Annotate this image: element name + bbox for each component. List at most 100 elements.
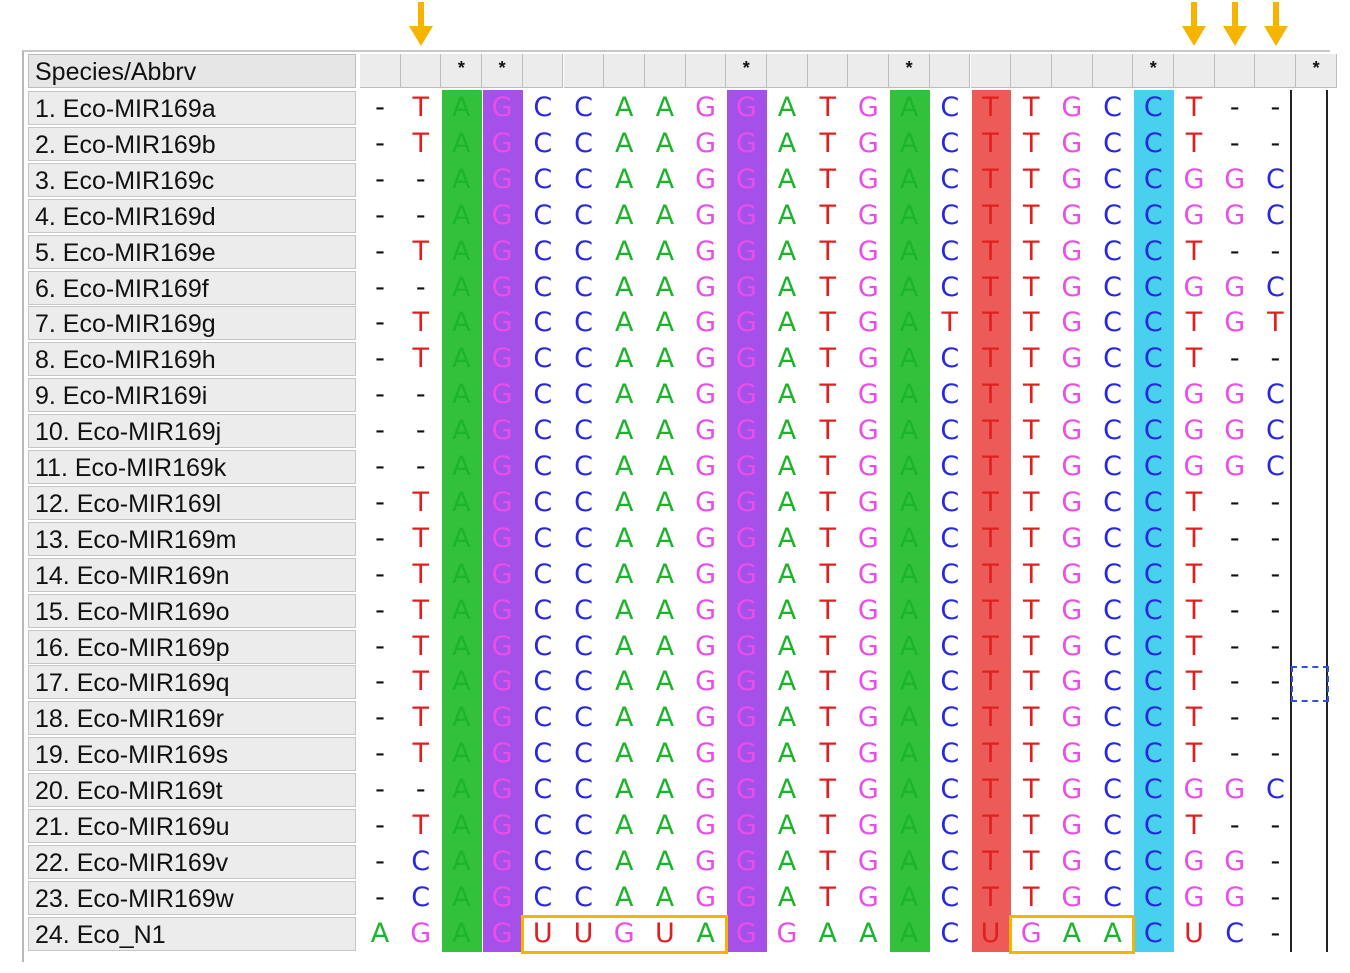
sequence-base[interactable]: T	[412, 666, 429, 698]
sequence-base[interactable]: C	[1143, 630, 1163, 662]
sequence-base[interactable]: T	[1022, 127, 1040, 159]
sequence-base[interactable]: A	[614, 810, 634, 841]
sequence-base[interactable]: G	[695, 271, 717, 303]
sequence-base[interactable]: -	[375, 127, 385, 159]
header-column-cell[interactable]	[767, 54, 808, 88]
sequence-base[interactable]: A	[655, 127, 675, 159]
sequence-base[interactable]: G	[491, 558, 513, 590]
sequence-base[interactable]: C	[574, 522, 593, 554]
sequence-base[interactable]: A	[899, 235, 919, 267]
sequence-base[interactable]: -	[1270, 666, 1281, 698]
sequence-base[interactable]: G	[857, 881, 879, 913]
sequence-base[interactable]: C	[574, 379, 593, 411]
sequence-base[interactable]: C	[940, 917, 960, 949]
sequence-base[interactable]: G	[857, 558, 879, 590]
sequence-base[interactable]: A	[899, 343, 919, 375]
sequence-base[interactable]: T	[1185, 702, 1203, 734]
sequence-base[interactable]: T	[1022, 630, 1040, 662]
sequence-base[interactable]: T	[819, 92, 836, 123]
sequence-base[interactable]: G	[695, 343, 717, 375]
sequence-base[interactable]: U	[655, 917, 675, 949]
sequence-base[interactable]: -	[1270, 594, 1281, 626]
sequence-base[interactable]: G	[1061, 702, 1083, 734]
sequence-base[interactable]: A	[818, 917, 837, 949]
sequence-base[interactable]: -	[1270, 127, 1281, 159]
sequence-base[interactable]: A	[614, 163, 634, 195]
sequence-base[interactable]: A	[777, 702, 797, 734]
sequence-base[interactable]: T	[1185, 343, 1203, 375]
sequence-base[interactable]: -	[1229, 630, 1240, 662]
sequence-base[interactable]: -	[1229, 486, 1240, 518]
sequence-base[interactable]: A	[899, 558, 919, 590]
sequence-base[interactable]: G	[857, 845, 879, 877]
sequence-base[interactable]: A	[899, 127, 919, 159]
sequence-base[interactable]: A	[452, 702, 471, 734]
sequence-base[interactable]: C	[1143, 235, 1163, 267]
sequence-base[interactable]: C	[574, 163, 593, 195]
sequence-base[interactable]: C	[574, 415, 593, 447]
sequence-base[interactable]: C	[1143, 92, 1163, 123]
sequence-base[interactable]: T	[412, 486, 429, 518]
sequence-base[interactable]: C	[533, 881, 553, 913]
sequence-base[interactable]: A	[655, 558, 675, 590]
sequence-base[interactable]: A	[655, 594, 675, 626]
sequence-base[interactable]: A	[614, 127, 634, 159]
sequence-base[interactable]: G	[735, 379, 757, 411]
sequence-base[interactable]: C	[940, 558, 960, 590]
sequence-base[interactable]: A	[452, 881, 471, 913]
sequence-base[interactable]: A	[614, 415, 634, 447]
sequence-base[interactable]: A	[899, 522, 919, 554]
sequence-base[interactable]: G	[491, 522, 513, 554]
species-name[interactable]: 17. Eco-MIR169q	[28, 665, 356, 700]
sequence-base[interactable]: C	[1265, 774, 1285, 806]
sequence-base[interactable]: G	[735, 630, 757, 662]
sequence-base[interactable]: C	[940, 92, 960, 123]
sequence-base[interactable]: T	[819, 271, 836, 303]
sequence-base[interactable]: C	[1103, 774, 1123, 806]
sequence-base[interactable]: C	[533, 271, 553, 303]
sequence-base[interactable]: A	[655, 522, 675, 554]
sequence-base[interactable]: C	[1143, 415, 1163, 447]
sequence-base[interactable]: T	[982, 127, 999, 159]
species-name[interactable]: 22. Eco-MIR169v	[28, 844, 356, 879]
sequence-base[interactable]: G	[491, 343, 513, 375]
sequence-base[interactable]: C	[574, 666, 593, 698]
species-name[interactable]: 5. Eco-MIR169e	[28, 234, 356, 269]
sequence-base[interactable]: G	[695, 594, 717, 626]
sequence-base[interactable]: C	[533, 666, 553, 698]
sequence-base[interactable]: G	[735, 738, 757, 770]
sequence-base[interactable]: C	[533, 163, 553, 195]
sequence-base[interactable]: G	[695, 415, 717, 447]
sequence-base[interactable]: -	[1229, 522, 1240, 554]
sequence-base[interactable]: T	[1022, 271, 1040, 303]
sequence-base[interactable]: C	[574, 486, 593, 518]
sequence-base[interactable]: A	[899, 881, 919, 913]
sequence-base[interactable]: G	[857, 810, 879, 841]
sequence-base[interactable]: C	[574, 307, 593, 339]
sequence-base[interactable]: A	[655, 379, 675, 411]
sequence-base[interactable]: U	[980, 917, 1001, 949]
sequence-base[interactable]: G	[857, 127, 879, 159]
sequence-base[interactable]: T	[412, 702, 429, 734]
sequence-base[interactable]: A	[655, 630, 675, 662]
sequence-base[interactable]: T	[412, 127, 429, 159]
species-name[interactable]: 3. Eco-MIR169c	[28, 162, 356, 197]
sequence-base[interactable]: A	[452, 810, 471, 841]
sequence-base[interactable]: C	[1103, 271, 1123, 303]
sequence-base[interactable]: T	[819, 163, 836, 195]
sequence-base[interactable]: T	[982, 738, 999, 770]
sequence-base[interactable]: T	[412, 343, 429, 375]
sequence-base[interactable]: C	[411, 881, 431, 913]
sequence-base[interactable]: A	[777, 810, 797, 841]
header-column-cell[interactable]	[1255, 54, 1297, 88]
sequence-base[interactable]: T	[412, 307, 429, 339]
sequence-base[interactable]: T	[982, 774, 999, 806]
sequence-base[interactable]: A	[452, 845, 471, 877]
sequence-base[interactable]: -	[1229, 810, 1240, 841]
sequence-base[interactable]: G	[491, 702, 513, 734]
species-name[interactable]: 1. Eco-MIR169a	[28, 91, 356, 125]
sequence-base[interactable]: G	[491, 917, 513, 949]
sequence-base[interactable]: A	[1062, 917, 1082, 949]
sequence-base[interactable]: C	[574, 199, 593, 231]
sequence-base[interactable]: G	[1224, 199, 1246, 231]
